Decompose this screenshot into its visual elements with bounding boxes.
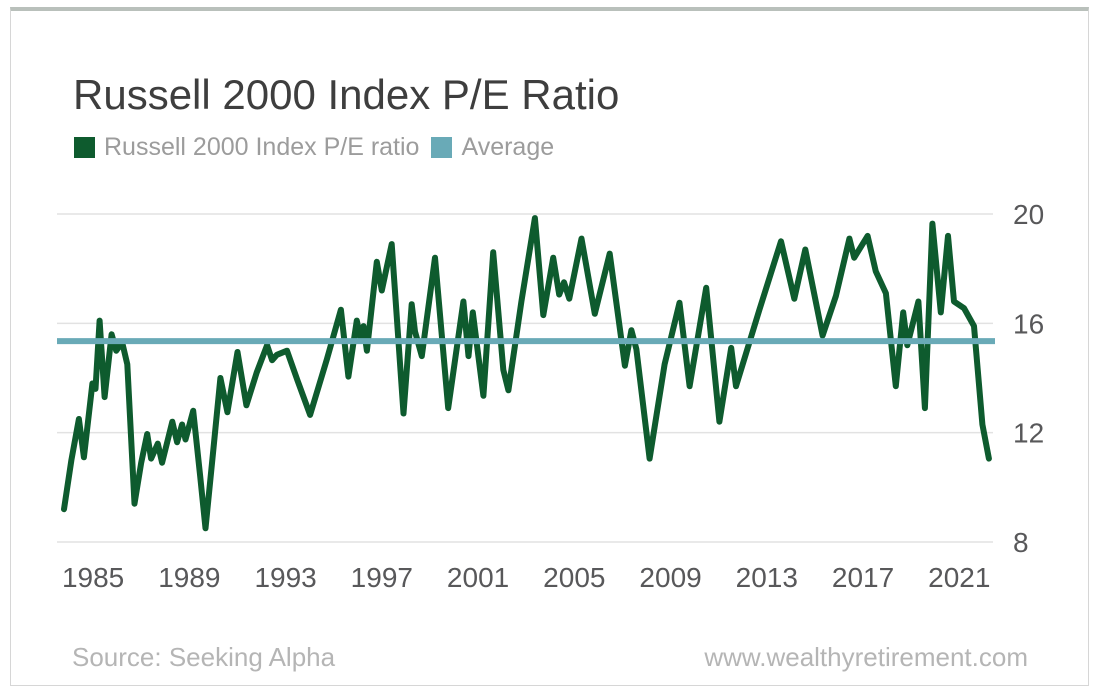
- pe-ratio-series-swatch: [74, 137, 95, 158]
- website-credit: www.wealthyretirement.com: [704, 642, 1028, 672]
- legend-item-pe-ratio: Russell 2000 Index P/E ratio: [74, 133, 419, 162]
- average-series-swatch: [431, 137, 453, 158]
- pe-ratio-series-label: Russell 2000 Index P/E ratio: [104, 133, 420, 161]
- chart-title: Russell 2000 Index P/E Ratio: [73, 71, 620, 118]
- legend-item-average: Average: [431, 133, 554, 162]
- source-credit: Source: Seeking Alpha: [72, 642, 336, 672]
- average-series-label: Average: [461, 133, 555, 161]
- legend: Russell 2000 Index P/E ratio Average: [74, 133, 554, 162]
- chart-card: Russell 2000 Index P/E Ratio Russell 200…: [10, 7, 1089, 686]
